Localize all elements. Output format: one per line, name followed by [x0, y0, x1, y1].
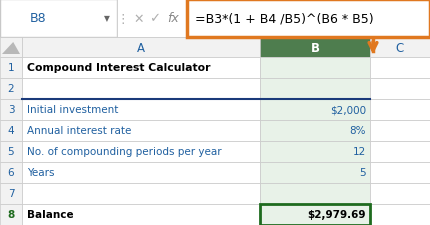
Bar: [260, 204, 370, 225]
Text: Balance: Balance: [27, 209, 74, 220]
Text: 3: 3: [8, 105, 14, 115]
Bar: [370, 120, 430, 141]
Bar: [0, 79, 22, 99]
Bar: [117, 0, 187, 38]
Text: Years: Years: [27, 168, 55, 178]
Bar: [0, 0, 117, 38]
Bar: [0, 141, 22, 162]
Bar: [260, 99, 370, 120]
Text: fx: fx: [167, 12, 179, 25]
Text: $2,000: $2,000: [330, 105, 366, 115]
Bar: [22, 79, 260, 99]
Text: 6: 6: [8, 168, 14, 178]
Bar: [22, 58, 260, 79]
Text: Initial investment: Initial investment: [27, 105, 118, 115]
Bar: [370, 141, 430, 162]
Bar: [370, 204, 430, 225]
Bar: [260, 120, 370, 141]
Text: 4: 4: [8, 126, 14, 136]
Bar: [0, 38, 22, 58]
Bar: [260, 183, 370, 204]
Text: Annual interest rate: Annual interest rate: [27, 126, 132, 136]
Polygon shape: [2, 43, 20, 55]
Bar: [22, 141, 260, 162]
Text: ⋮: ⋮: [117, 12, 129, 25]
Text: 5: 5: [8, 147, 14, 157]
Bar: [0, 162, 22, 183]
Bar: [370, 79, 430, 99]
Text: ✓: ✓: [150, 12, 160, 25]
Bar: [0, 183, 22, 204]
Text: No. of compounding periods per year: No. of compounding periods per year: [27, 147, 221, 157]
Text: 7: 7: [8, 189, 14, 199]
Text: 5: 5: [359, 168, 366, 178]
Bar: [22, 38, 260, 58]
Bar: [22, 162, 260, 183]
Text: ✕: ✕: [134, 12, 144, 25]
Text: A: A: [137, 41, 145, 54]
Bar: [22, 120, 260, 141]
Bar: [370, 99, 430, 120]
Text: ▼: ▼: [104, 14, 110, 23]
Bar: [0, 58, 22, 79]
Text: 2: 2: [8, 84, 14, 94]
Bar: [260, 141, 370, 162]
Text: 8: 8: [7, 209, 15, 220]
Bar: [22, 183, 260, 204]
Bar: [370, 162, 430, 183]
Bar: [370, 58, 430, 79]
Bar: [260, 38, 370, 58]
Bar: [0, 120, 22, 141]
Bar: [260, 204, 370, 225]
Bar: [260, 162, 370, 183]
Bar: [370, 38, 430, 58]
Text: B: B: [310, 41, 319, 54]
Bar: [260, 58, 370, 79]
Bar: [22, 99, 260, 120]
Bar: [22, 204, 260, 225]
Text: 1: 1: [8, 63, 14, 73]
Bar: [260, 79, 370, 99]
Text: 12: 12: [353, 147, 366, 157]
Bar: [0, 204, 22, 225]
Bar: [370, 183, 430, 204]
Text: $2,979.69: $2,979.69: [307, 209, 366, 220]
Bar: [0, 99, 22, 120]
Text: 8%: 8%: [350, 126, 366, 136]
Bar: [187, 0, 430, 38]
Text: =B3*(1 + B4 /B5)^(B6 * B5): =B3*(1 + B4 /B5)^(B6 * B5): [195, 12, 374, 25]
Text: Compound Interest Calculator: Compound Interest Calculator: [27, 63, 211, 73]
Text: C: C: [396, 41, 404, 54]
Text: B8: B8: [30, 12, 46, 25]
